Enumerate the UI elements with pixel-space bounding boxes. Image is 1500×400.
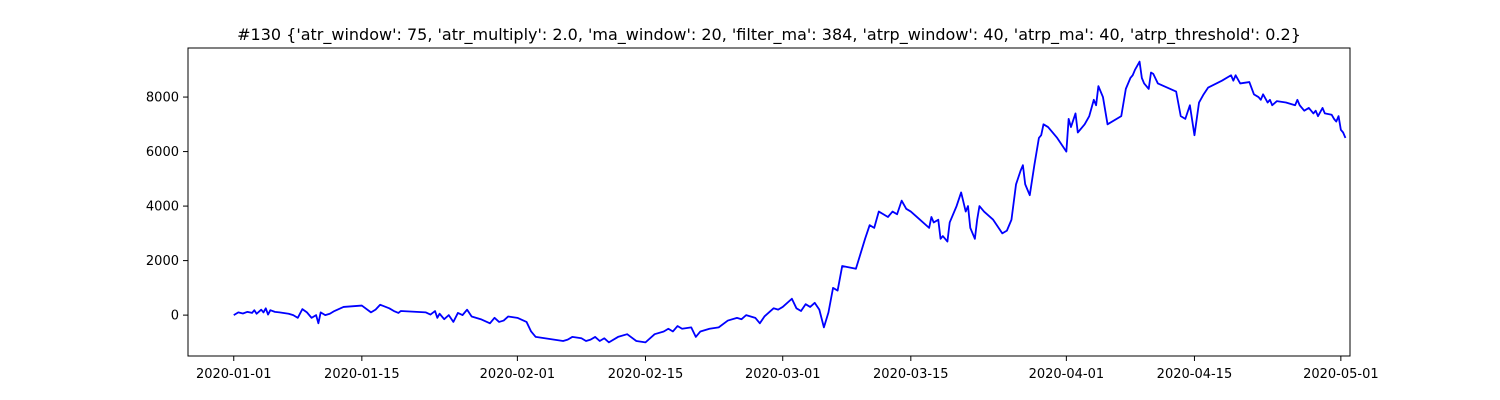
x-tick-label: 2020-04-15	[1157, 367, 1233, 382]
x-tick-label: 2020-03-15	[873, 367, 949, 382]
y-tick-label: 0	[171, 309, 179, 324]
x-tick-label: 2020-02-01	[480, 367, 556, 382]
x-tick-label: 2020-03-01	[745, 367, 821, 382]
x-axis: 2020-01-01 2020-01-15 2020-02-01 2020-02-15…	[196, 356, 1379, 382]
x-tick-label: 2020-01-15	[324, 367, 400, 382]
y-tick-label: 8000	[146, 91, 179, 106]
x-tick-label: 2020-02-15	[608, 367, 684, 382]
y-tick-label: 2000	[146, 254, 179, 269]
x-tick-label: 2020-05-01	[1303, 367, 1379, 382]
plot-area	[187, 47, 1351, 357]
x-tick-label: 2020-04-01	[1029, 367, 1105, 382]
series-line	[233, 60, 1347, 344]
chart-title: #130 {'atr_window': 75, 'atr_multiply': …	[237, 25, 1301, 45]
plot-frame	[187, 47, 1351, 357]
y-tick-label: 6000	[146, 145, 179, 160]
y-tick-label: 4000	[146, 200, 179, 215]
x-tick-label: 2020-01-01	[196, 367, 272, 382]
y-axis: 0 2000 4000 6000 8000	[146, 91, 188, 324]
